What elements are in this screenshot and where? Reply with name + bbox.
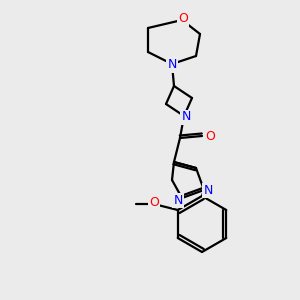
- Text: O: O: [149, 196, 159, 209]
- Text: N: N: [167, 58, 177, 71]
- Text: N: N: [203, 184, 213, 196]
- Text: O: O: [178, 13, 188, 26]
- Text: N: N: [173, 194, 183, 206]
- Text: O: O: [205, 130, 215, 142]
- Text: N: N: [181, 110, 191, 124]
